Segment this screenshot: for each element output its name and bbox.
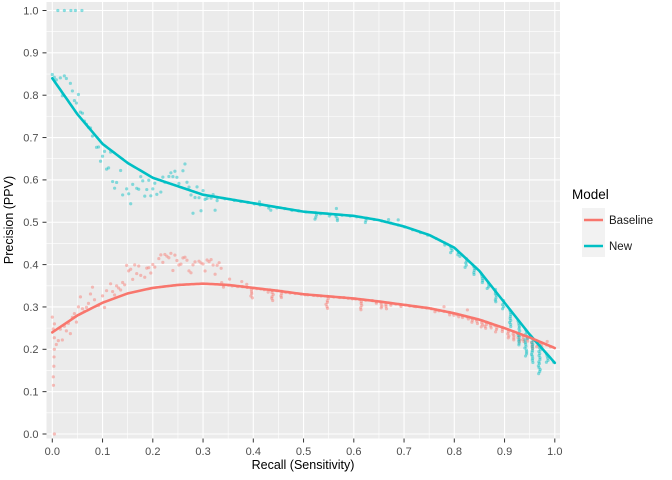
- svg-text:Model: Model: [572, 187, 609, 202]
- svg-text:0.8: 0.8: [447, 446, 462, 458]
- svg-text:0.3: 0.3: [23, 302, 38, 314]
- svg-text:0.1: 0.1: [95, 446, 110, 458]
- svg-text:Baseline: Baseline: [609, 215, 653, 227]
- svg-text:0.6: 0.6: [346, 446, 361, 458]
- svg-text:0.0: 0.0: [45, 446, 60, 458]
- svg-text:0.2: 0.2: [145, 446, 160, 458]
- svg-text:New: New: [609, 241, 633, 253]
- svg-text:0.5: 0.5: [296, 446, 311, 458]
- svg-text:0.4: 0.4: [246, 446, 261, 458]
- svg-text:1.0: 1.0: [547, 446, 562, 458]
- svg-text:0.0: 0.0: [23, 429, 38, 441]
- svg-text:0.5: 0.5: [23, 217, 38, 229]
- svg-text:0.9: 0.9: [497, 446, 512, 458]
- svg-text:0.3: 0.3: [195, 446, 210, 458]
- svg-text:0.8: 0.8: [23, 90, 38, 102]
- svg-text:1.0: 1.0: [23, 5, 38, 17]
- svg-text:0.1: 0.1: [23, 386, 38, 398]
- svg-text:0.6: 0.6: [23, 175, 38, 187]
- svg-text:Recall (Sensitivity): Recall (Sensitivity): [252, 458, 355, 472]
- svg-text:0.7: 0.7: [396, 446, 411, 458]
- svg-text:Precision (PPV): Precision (PPV): [2, 176, 16, 264]
- svg-text:0.2: 0.2: [23, 344, 38, 356]
- svg-text:0.7: 0.7: [23, 132, 38, 144]
- svg-text:0.9: 0.9: [23, 48, 38, 60]
- svg-text:0.4: 0.4: [23, 259, 38, 271]
